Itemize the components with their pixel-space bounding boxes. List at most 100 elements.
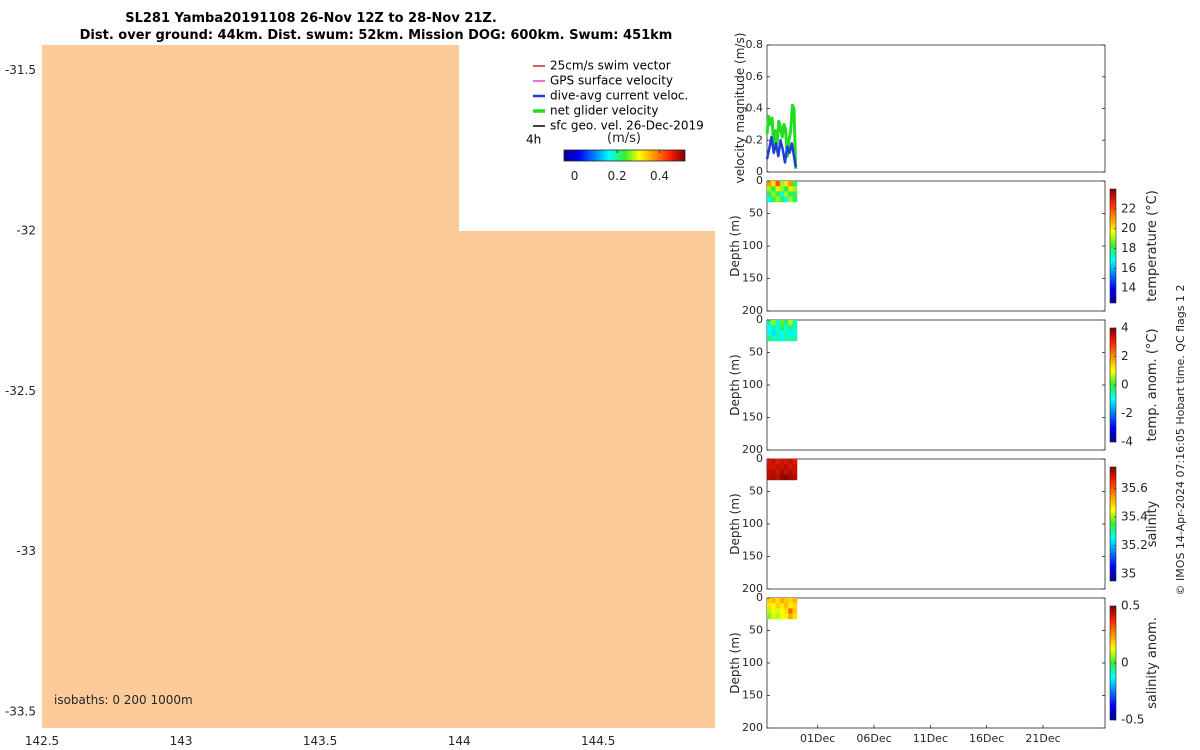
heatmap-cell [767,330,772,336]
heatmap-cell [779,603,785,609]
heatmap-cell [792,325,798,331]
dive-avg-current-line [765,135,797,168]
heatmap-cell [779,196,785,203]
land-area [42,45,715,728]
y-tick-label: 100 [742,378,763,391]
colorbar-tick-label: 4 [1121,321,1129,335]
colorbar-tick-label: 0 [571,169,579,183]
heatmap-cell [784,191,789,197]
heatmap-cell [792,335,798,342]
y-tick-label: 50 [749,207,763,220]
heatmap-cell [771,196,776,203]
heatmap-cell [767,613,772,620]
colorbar-tick-label: 0.4 [650,169,669,183]
heatmap-cell [775,191,781,197]
y-tick-label: 150 [742,272,763,285]
colorbar-tick-label: 14 [1121,281,1136,295]
heatmap-cell [792,613,798,620]
heatmap-cell [775,459,781,465]
legend-label: net glider velocity [550,104,658,118]
heatmap-cell [771,459,776,465]
heatmap-cell [775,325,781,331]
y-tick-label: 0 [756,165,763,178]
colorbar-tick-label: 0.2 [608,169,627,183]
longitude-tick-label: 144.5 [581,734,615,748]
colorbar-tick-label: -0.5 [1121,713,1144,727]
heatmap-cell [775,613,781,620]
colorbar-tick-label: 0 [1121,656,1129,670]
heatmap-cell [792,469,798,475]
y-tick-label: 100 [742,517,763,530]
colorbar-tick-label: 35.4 [1121,509,1148,523]
heatmap-cell [771,613,776,620]
y-tick-label: 0 [756,313,763,326]
heatmap-cell [771,608,776,614]
heatmap-cell [788,459,793,465]
y-tick-label: 0.8 [746,38,764,51]
heatmap-cell [779,613,785,620]
heatmap-cell [771,330,776,336]
y-tick-label: 0.6 [746,70,764,83]
profile-axes [766,597,1106,729]
colorbar-tick-label: 35.2 [1121,538,1148,552]
heatmap-cell [771,186,776,192]
heatmap-cell [775,464,781,470]
y-tick-label: 200 [742,443,763,456]
heatmap-cell [784,325,789,331]
colorbar-tick-label: 0.5 [1121,599,1140,613]
y-tick-label: 100 [742,656,763,669]
legend-label: dive-avg current veloc. [550,89,688,103]
heatmap-cell [788,196,793,203]
speed-colorbar [563,149,686,162]
longitude-tick-label: 142.5 [25,734,59,748]
colorbar-label: salinity [1145,500,1160,547]
heatmap-cell [775,186,781,192]
heatmap-cell [779,325,785,331]
heatmap-cell [784,330,789,336]
heatmap-cell [792,181,798,187]
heatmap-cell [779,186,785,192]
heatmap-cell [788,474,793,481]
profile-panel-4: 0 50 100 150 200 Depth (m) -0.5 0 0.5 salinity an… [728,591,1160,745]
colorbar-tick-label: -4 [1121,435,1133,449]
title-line-2: Dist. over ground: 44km. Dist. swum: 52k… [80,28,673,43]
y-tick-label: 0.2 [746,133,764,146]
isobaths-label: isobaths: 0 200 1000m [54,693,193,707]
colorbar-tick-label: 2 [1121,349,1129,363]
heatmap-cell [779,459,785,465]
heatmap-cell [771,603,776,609]
heatmap-cell [779,608,785,614]
heatmap-cell [779,469,785,475]
heatmap-cell [779,335,785,342]
colorbar-label: salinity anom. [1145,617,1160,709]
heatmap-cell [767,598,772,604]
heatmap-cell [767,335,772,342]
heatmap-cell [784,603,789,609]
map-panel: 142.5 143 143.5 144 144.5 -31.5-32-32.5-33-3… [5,45,715,748]
time-step-label: 4h [526,133,541,147]
heatmap-cell [788,320,793,326]
y-tick-label: 0 [756,452,763,465]
heatmap-cell [784,469,789,475]
heatmap-cell [792,191,798,197]
heatmap-cell [779,464,785,470]
heatmap-cell [792,608,798,614]
heatmap-cell [792,464,798,470]
y-tick-label: 150 [742,689,763,702]
y-tick-label: 200 [742,304,763,317]
heatmap-cell [792,598,798,604]
heatmap-cell [792,320,798,326]
heatmap-cell [767,603,772,609]
profile-panel-2: 0 50 100 150 200 Depth (m) -4 -2 0 2 4 temp. anom. … [728,313,1160,456]
heatmap-cell [788,191,793,197]
heatmap-cell [788,325,793,331]
heatmap-cell [792,603,798,609]
heatmap-cell [788,469,793,475]
title-line-1: SL281 Yamba20191108 26-Nov 12Z to 28-Nov… [125,11,497,26]
net-glider-velocity-line [765,103,798,169]
heatmap-cell [767,191,772,197]
profile-axes [766,180,1106,312]
heatmap-cell [784,186,789,192]
legend-gps-surface-velocity: GPS surface velocity [533,74,673,88]
